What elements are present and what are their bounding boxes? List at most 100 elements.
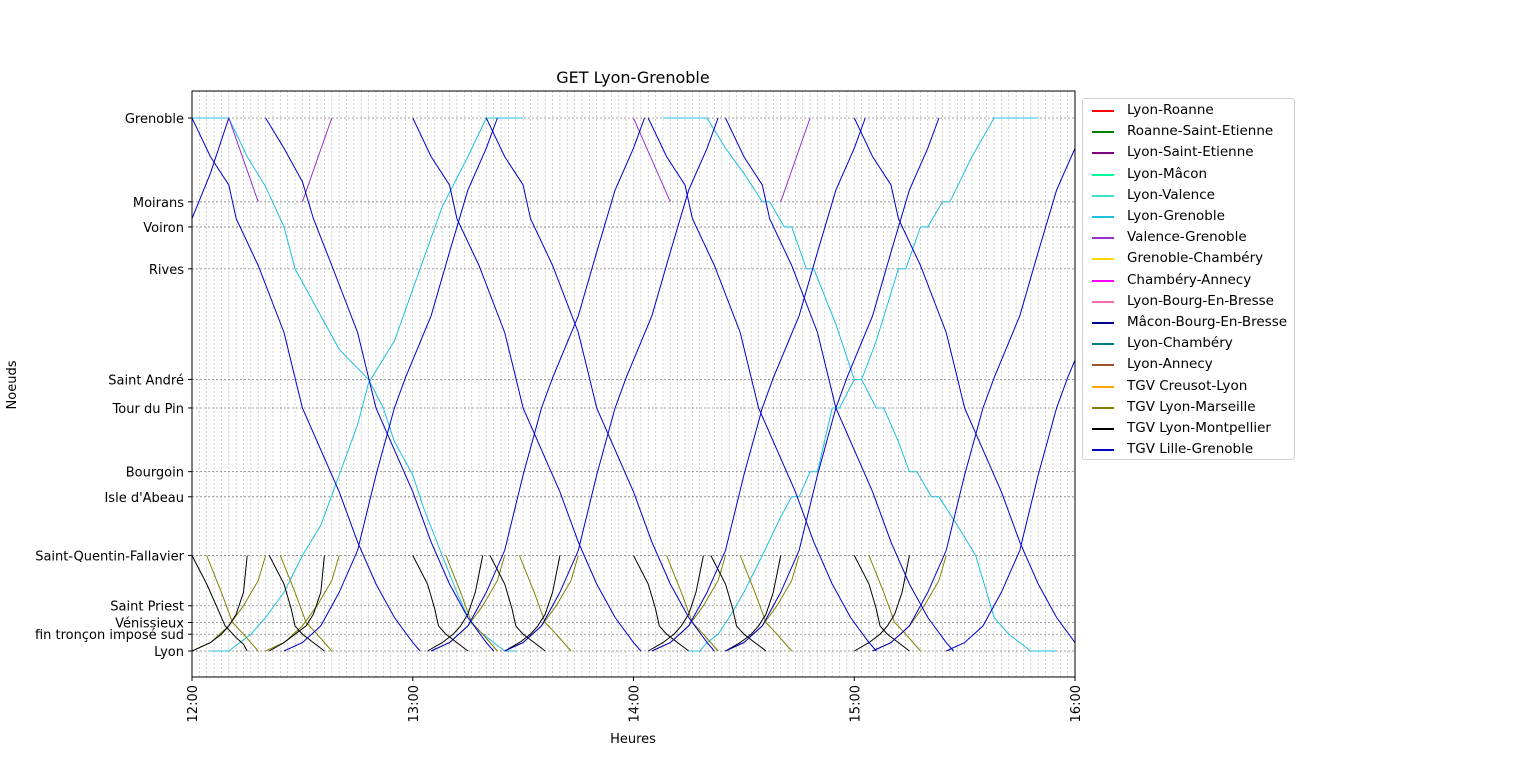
legend-label: Lyon-Chambéry [1127,335,1233,352]
series-layer [192,117,1075,652]
legend-label: TGV Creusot-Lyon [1127,377,1248,394]
legend-entry: TGV Creusot-Lyon [1083,376,1294,397]
train-path [192,555,248,652]
train-path [427,555,484,652]
legend-entry: TGV Lille-Grenoble [1083,439,1294,460]
train-path [868,555,921,652]
train-path [279,555,333,652]
y-tick-label: Saint André [108,373,184,388]
y-tick-label: Grenoble [125,112,184,127]
train-path [269,555,325,652]
x-tick-label: 13:00 [407,685,422,722]
legend-swatch [1092,364,1114,367]
train-path [725,117,954,652]
x-tick-label: 16:00 [1069,685,1084,722]
x-tick-label: 15:00 [848,685,863,722]
legend-label: Lyon-Mâcon [1127,165,1208,182]
train-path [853,555,910,652]
legend-entry: Lyon-Annecy [1083,354,1294,375]
train-path [853,117,1075,644]
train-path [192,555,248,652]
x-axis-label: Heures [610,732,656,747]
legend-entry: Grenoble-Chambéry [1083,248,1294,269]
train-path [662,117,1057,652]
legend-entry: Lyon-Saint-Etienne [1083,142,1294,163]
y-tick-label: Saint-Quentin-Fallavier [35,549,184,564]
series-TGV Lyon-Montpellier [192,555,910,652]
train-path [647,555,704,652]
y-tick-label: Lyon [154,645,184,660]
legend-entry: Lyon-Roanne [1083,100,1294,121]
grid-layer [191,91,1076,677]
legend-label: Lyon-Roanne [1127,102,1214,118]
train-path [854,555,910,652]
legend-label: Valence-Grenoble [1127,229,1247,246]
train-path [301,117,333,202]
y-tick-label: Vénissieux [115,617,184,632]
legend-swatch [1092,385,1114,388]
legend-entry: TGV Lyon-Marseille [1083,397,1294,418]
chart-title: GET Lyon-Grenoble [556,68,709,87]
train-path [688,117,1039,652]
legend-swatch [1092,406,1114,409]
train-path [647,117,877,652]
legend-swatch [1092,300,1114,303]
legend-swatch [1092,194,1114,197]
y-tick-label: Bourgoin [126,466,184,481]
legend-label: Lyon-Saint-Etienne [1127,144,1254,161]
legend-swatch [1092,258,1114,261]
train-path [872,146,1075,652]
train-path [780,117,811,202]
legend-entry: Chambéry-Annecy [1083,270,1294,291]
train-path [192,117,421,652]
train-path [633,117,671,203]
legend-entry: Roanne-Saint-Etienne [1083,121,1294,142]
legend-label: TGV Lille-Grenoble [1127,441,1254,458]
x-tick-label: 14:00 [628,685,643,722]
legend-swatch [1092,110,1114,112]
train-path [485,117,715,652]
legend-swatch [1092,237,1114,240]
y-tick-label: fin tronçon imposé sud [35,628,184,643]
legend-swatch [1092,449,1114,452]
legend-entry: Lyon-Valence [1083,185,1294,206]
legend-swatch [1092,279,1114,282]
train-path [504,555,561,652]
chart-legend: Lyon-Roanne Roanne-Saint-Etienne Lyon-Sain… [1082,98,1295,460]
y-tick-label: Moirans [133,196,184,211]
series-Lyon-Grenoble [192,117,1057,652]
train-path [192,117,230,219]
legend-entry: Lyon-Bourg-En-Bresse [1083,291,1294,312]
train-path [651,117,866,652]
legend-entry: Lyon-Mâcon [1083,164,1294,185]
train-path [412,117,642,652]
legend-entry: Valence-Grenoble [1083,227,1294,248]
legend-swatch [1092,216,1114,218]
y-tick-label: Isle d'Abeau [104,491,184,506]
train-path [710,555,767,652]
legend-swatch [1092,428,1114,430]
y-axis-label: Noeuds [5,360,20,409]
legend-label: Lyon-Valence [1127,186,1215,203]
legend-label: TGV Lyon-Marseille [1127,398,1256,415]
legend-label: Grenoble-Chambéry [1127,250,1264,267]
legend-entry: Lyon-Grenoble [1083,206,1294,227]
y-tick-label: Tour du Pin [112,402,184,417]
legend-entry: Lyon-Chambéry [1083,333,1294,354]
train-path [504,117,719,652]
train-path [739,555,793,652]
train-path [228,117,259,202]
train-path [725,555,782,652]
train-path [430,117,645,652]
legend-label: Lyon-Bourg-En-Bresse [1127,292,1274,309]
legend-swatch [1092,152,1114,155]
train-path [268,555,325,652]
series-TGV Lille-Grenoble [192,117,1075,652]
legend-label: TGV Lyon-Montpellier [1127,420,1271,436]
train-path [265,117,495,652]
legend-entry: TGV Lyon-Montpellier [1083,418,1294,439]
train-path [412,555,469,652]
